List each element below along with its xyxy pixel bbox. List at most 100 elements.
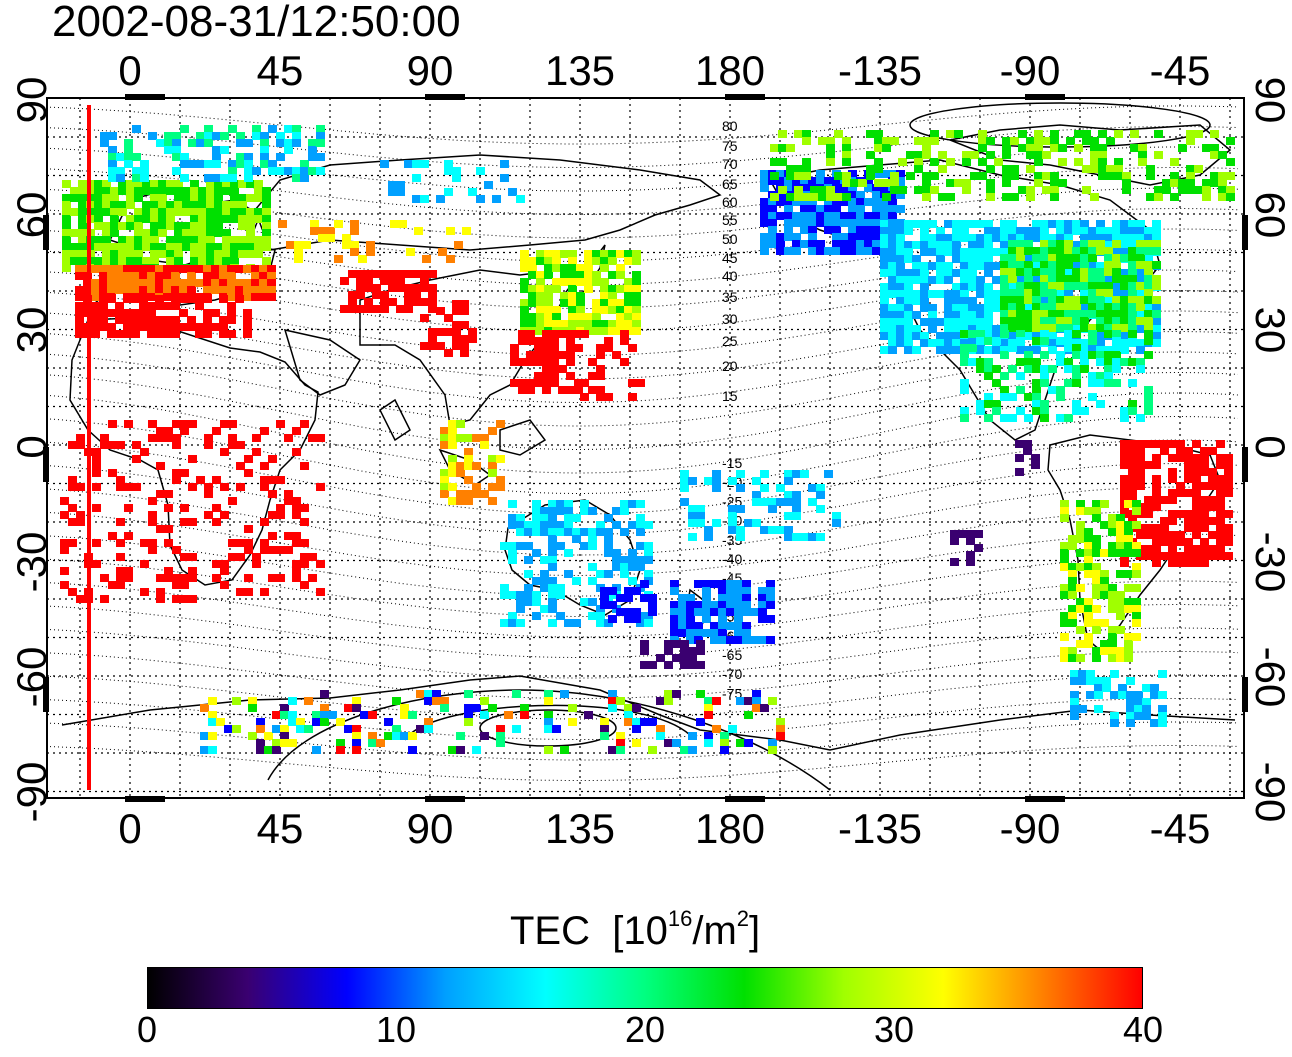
tec-cell <box>1120 482 1129 490</box>
mag-contour <box>49 580 1239 638</box>
tec-cell <box>404 270 413 278</box>
tec-cell <box>60 546 69 554</box>
tec-cell <box>1000 339 1009 347</box>
tec-cell <box>259 286 268 294</box>
tec-cell <box>1072 317 1081 325</box>
tec-cell <box>158 194 167 202</box>
tec-cell <box>632 327 641 335</box>
tec-cell <box>734 580 743 588</box>
tec-cell <box>620 330 629 338</box>
tec-cell <box>94 208 103 216</box>
tec-cell <box>1120 317 1129 325</box>
tec-cell <box>520 299 529 307</box>
tec-cell <box>776 526 785 534</box>
tec-cell <box>544 257 553 265</box>
tec-cell <box>92 560 101 568</box>
contour-label: 20 <box>722 358 738 374</box>
tec-cell <box>206 180 215 188</box>
tec-cell <box>950 537 959 545</box>
tec-cell <box>1200 468 1209 476</box>
tec-cell <box>140 560 149 568</box>
tec-cell <box>452 307 461 315</box>
tec-cell <box>1130 144 1139 152</box>
tec-cell <box>1050 144 1059 152</box>
tec-cell <box>736 739 745 747</box>
tec-cell <box>187 279 196 287</box>
tec-cell <box>524 542 533 550</box>
tec-cell <box>284 139 293 147</box>
tec-cell <box>404 298 413 306</box>
tec-cell <box>1008 365 1017 373</box>
tec-cell <box>180 553 189 561</box>
tec-cell <box>94 257 103 265</box>
tec-cell <box>1060 584 1069 592</box>
tec-cell <box>572 514 581 522</box>
tec-cell <box>824 470 833 478</box>
tec-cell <box>1114 130 1123 138</box>
tec-cell <box>560 264 569 272</box>
tec-cell <box>187 265 196 273</box>
tec-cell <box>472 483 481 491</box>
tec-cell <box>259 293 268 301</box>
tec-cell <box>267 279 276 287</box>
tec-cell <box>1124 535 1133 543</box>
tec-cell <box>974 544 983 552</box>
tec-cell <box>872 170 881 178</box>
tec-cell <box>858 179 867 187</box>
tec-cell <box>994 158 1003 166</box>
tec-cell <box>1120 358 1129 366</box>
tec-cell <box>172 469 181 477</box>
tec-cell <box>556 521 565 529</box>
tec-cell <box>75 330 84 338</box>
tec-cell <box>874 144 883 152</box>
tec-cell <box>464 497 473 505</box>
tec-cell <box>1110 712 1119 720</box>
tec-cell <box>92 462 101 470</box>
tec-cell <box>984 255 993 263</box>
tec-cell <box>1122 172 1131 180</box>
tec-cell <box>99 279 108 287</box>
tec-cell <box>904 318 913 326</box>
tec-cell <box>344 725 353 733</box>
lat-label-left: -30 <box>8 531 55 593</box>
contour-label: 80 <box>722 118 738 134</box>
tec-cell <box>742 601 751 609</box>
tec-cell <box>252 448 261 456</box>
tec-cell <box>211 309 220 317</box>
tec-cell <box>267 265 276 273</box>
tec-cell <box>584 313 593 321</box>
tec-cell <box>920 339 929 347</box>
tec-cell <box>147 302 156 310</box>
tec-cell <box>100 441 109 449</box>
tec-cell <box>574 344 583 352</box>
tec-cell <box>954 179 963 187</box>
tec-cell <box>488 704 497 712</box>
tec-cell <box>644 619 653 627</box>
tec-cell <box>1144 310 1153 318</box>
tec-cell <box>584 285 593 293</box>
tec-cell <box>380 298 389 306</box>
tec-cell <box>544 299 553 307</box>
tec-cell <box>760 240 769 248</box>
tec-cell <box>960 311 969 319</box>
tec-cell <box>516 598 525 606</box>
tec-cell <box>784 247 793 255</box>
tec-cell <box>246 236 255 244</box>
tec-cell <box>1200 447 1209 455</box>
tec-cell <box>612 351 621 359</box>
frame-tick-top <box>725 94 765 100</box>
tec-cell <box>784 205 793 213</box>
tec-cell <box>516 521 525 529</box>
colorbar-title: TEC [1016/m2] <box>510 908 760 952</box>
tec-cell <box>1116 542 1125 550</box>
tec-cell <box>172 574 181 582</box>
tec-cell <box>832 198 841 206</box>
tec-cell <box>600 278 609 286</box>
tec-cells <box>60 125 1235 754</box>
tec-cell <box>632 299 641 307</box>
tec-cell <box>230 201 239 209</box>
tec-cell <box>436 195 445 203</box>
tec-cell <box>1084 640 1093 648</box>
tec-cell <box>952 297 961 305</box>
tec-cell <box>150 215 159 223</box>
